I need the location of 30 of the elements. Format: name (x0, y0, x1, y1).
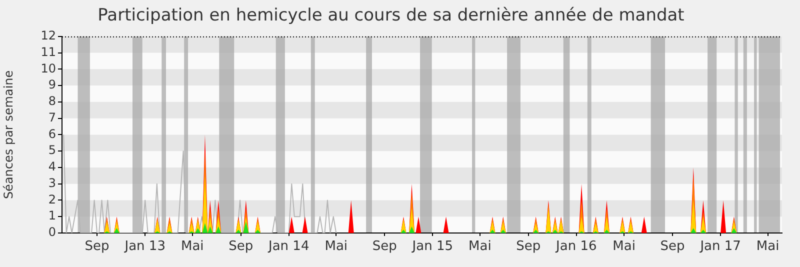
y-tick-label: 0 (48, 225, 56, 240)
x-tick-label: Sep (372, 239, 397, 254)
x-tick-label: Sep (84, 239, 110, 254)
y-axis-title: Séances par semaine (1, 70, 16, 200)
x-tick-label: Jan 15 (411, 239, 453, 254)
x-tick-label: Mai (756, 239, 780, 254)
x-tick-label: Mai (612, 239, 636, 254)
x-tick-label: Mai (180, 239, 204, 254)
x-tick-label: Mai (324, 239, 348, 254)
x-tick-label: Sep (660, 239, 685, 254)
y-tick-label: 4 (48, 160, 56, 174)
y-tick-label: 7 (48, 110, 56, 124)
y-tick-label: 3 (48, 176, 56, 190)
y-tick-label: 9 (48, 78, 56, 92)
x-tick-label: Sep (228, 239, 254, 254)
y-tick-label: 5 (48, 143, 56, 158)
x-tick-label: Sep (516, 239, 541, 254)
y-tick-label: 8 (48, 94, 56, 108)
y-tick-label: 1 (48, 208, 56, 223)
y-tick-label: 6 (48, 126, 56, 141)
x-tick-label: Jan 14 (268, 239, 310, 254)
y-tick-label: 2 (48, 192, 56, 206)
chart-title: Participation en hemicycle au cours de sa dernière année de mandat (98, 6, 685, 26)
y-tick-label: 11 (40, 44, 56, 59)
y-tick-label: 12 (40, 28, 56, 43)
x-tick-label: Mai (468, 239, 492, 254)
x-tick-label: Jan 17 (699, 239, 741, 254)
x-tick-label: Jan 13 (124, 239, 166, 254)
x-tick-label: Jan 16 (555, 239, 597, 254)
y-tick-label: 10 (40, 61, 56, 76)
